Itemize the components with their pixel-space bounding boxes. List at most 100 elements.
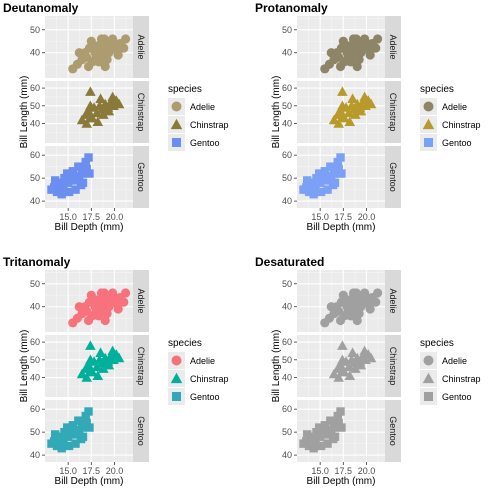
data-point-adelie (94, 311, 104, 321)
legend-key-gentoo (172, 138, 181, 147)
data-point-gentoo (304, 441, 314, 451)
data-point-adelie (338, 36, 348, 46)
y-tick-label: 40 (30, 119, 40, 129)
legend: species Adelie Chinstrap Gentoo (168, 338, 229, 405)
data-point-gentoo (85, 169, 94, 178)
chart-tritanomaly: Tritanomaly 40 50 Adelie 40 50 60 Chinstrap 40 50… (3, 255, 229, 487)
data-point-adelie (86, 290, 96, 300)
y-tick-label: 60 (30, 150, 40, 160)
data-point-chinstrap (344, 370, 356, 380)
y-tick-label: 40 (282, 450, 292, 460)
x-axis-title: Bill Depth (mm) (55, 222, 124, 233)
data-point-gentoo (334, 164, 343, 174)
data-point-gentoo (320, 167, 329, 176)
data-point-gentoo (327, 173, 336, 183)
data-point-adelie (119, 43, 129, 53)
data-point-gentoo (69, 176, 78, 185)
data-point-gentoo (309, 444, 318, 453)
data-point-chinstrap (103, 105, 115, 116)
facet-strip-label: Gentoo (136, 416, 146, 446)
data-point-gentoo (52, 187, 62, 197)
y-tick-label: 40 (30, 48, 40, 58)
facet-panel-chinstrap: 40 50 60 Chinstrap (282, 335, 401, 397)
data-point-chinstrap (343, 361, 355, 372)
data-point-chinstrap (113, 98, 125, 109)
data-point-gentoo (323, 439, 332, 448)
data-point-gentoo (316, 187, 326, 197)
data-point-chinstrap (337, 354, 348, 365)
facet-panel-gentoo: 40 50 60 Gentoo (30, 146, 149, 208)
legend: species Adelie Chinstrap Gentoo (420, 84, 481, 151)
data-point-chinstrap (85, 340, 96, 350)
x-tick-label: 15.0 (59, 212, 77, 222)
data-point-gentoo (311, 437, 320, 446)
data-point-chinstrap (365, 98, 377, 109)
data-point-gentoo (75, 427, 84, 437)
x-tick-label: 15.0 (311, 212, 329, 222)
data-point-gentoo (52, 441, 62, 451)
y-tick-label: 50 (30, 101, 40, 111)
y-tick-label: 60 (30, 337, 40, 347)
data-point-gentoo (321, 176, 330, 185)
data-point-adelie (372, 34, 383, 44)
facet-strip-label: Adelie (136, 34, 146, 59)
facet-strip (133, 16, 149, 78)
facet-strip (385, 335, 401, 397)
data-point-adelie (338, 290, 348, 300)
legend-key-gentoo (424, 138, 433, 147)
x-tick-label: 20.0 (106, 212, 124, 222)
chart-protanomaly: Protanomaly 40 50 Adelie 40 50 60 Chinstrap 40 50… (255, 1, 481, 233)
legend-label-chinstrap: Chinstrap (190, 374, 229, 384)
legend-label-chinstrap: Chinstrap (442, 120, 481, 130)
facet-strip (385, 81, 401, 143)
y-tick-label: 50 (30, 427, 40, 437)
legend-title: species (420, 338, 454, 349)
data-point-chinstrap (81, 372, 92, 382)
x-axis-title: Bill Depth (mm) (307, 222, 376, 233)
chart-title: Desaturated (255, 255, 324, 269)
legend-title: species (168, 338, 202, 349)
legend-label-gentoo: Gentoo (442, 392, 472, 402)
facet-panel-chinstrap: 40 50 60 Chinstrap (30, 335, 149, 397)
data-point-chinstrap (343, 107, 355, 118)
data-point-gentoo (82, 418, 91, 428)
data-point-chinstrap (359, 91, 370, 102)
y-axis-title: Bill Length (mm) (19, 76, 30, 149)
legend-label-gentoo: Gentoo (442, 138, 472, 148)
data-point-adelie (99, 288, 109, 298)
data-point-adelie (354, 309, 364, 319)
data-point-chinstrap (347, 93, 358, 103)
data-point-gentoo (323, 185, 332, 194)
data-point-gentoo (311, 183, 320, 192)
data-point-gentoo (308, 178, 317, 187)
data-point-chinstrap (337, 340, 348, 350)
facet-panel-adelie: 40 50 Adelie (30, 16, 149, 78)
data-point-adelie (100, 61, 110, 72)
data-point-gentoo (327, 427, 336, 437)
facet-strip-label: Adelie (388, 34, 398, 59)
facet-strip (385, 400, 401, 462)
data-point-gentoo (302, 176, 312, 185)
x-tick-label: 15.0 (311, 466, 329, 476)
data-point-adelie (74, 302, 84, 312)
data-point-gentoo (81, 411, 90, 421)
data-point-adelie (371, 43, 381, 53)
facet-panel-chinstrap: 40 50 60 Chinstrap (282, 81, 401, 143)
data-point-gentoo (315, 432, 325, 441)
chart-title: Deutanomaly (3, 1, 79, 15)
y-tick-label: 50 (282, 25, 292, 35)
data-point-chinstrap (355, 105, 367, 116)
data-point-adelie (120, 288, 131, 298)
data-point-chinstrap (359, 345, 370, 356)
data-point-chinstrap (107, 91, 118, 102)
data-point-gentoo (302, 437, 311, 446)
data-point-gentoo (59, 183, 68, 192)
data-point-gentoo (78, 178, 88, 187)
facet-strip (133, 400, 149, 462)
data-point-gentoo (336, 407, 345, 416)
y-tick-label: 60 (30, 83, 40, 93)
chart-title: Protanomaly (255, 1, 328, 15)
y-tick-label: 50 (282, 279, 292, 289)
data-point-chinstrap (365, 352, 377, 363)
